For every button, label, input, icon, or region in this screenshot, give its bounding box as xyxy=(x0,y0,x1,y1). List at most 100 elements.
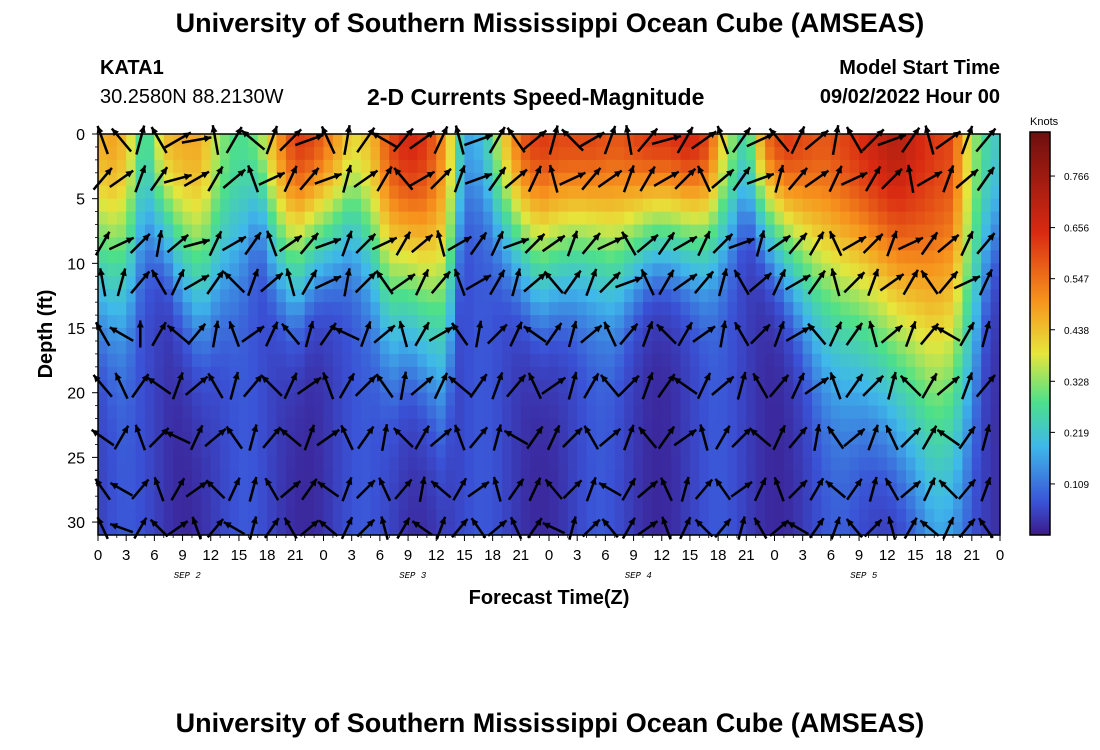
heatmap-cell xyxy=(887,250,898,264)
heatmap-cell xyxy=(229,159,240,174)
heatmap-cell xyxy=(408,418,419,433)
heatmap-cell xyxy=(248,211,259,226)
heatmap-cell xyxy=(586,353,597,368)
heatmap-cell xyxy=(934,172,945,187)
heatmap-cell xyxy=(577,146,588,161)
heatmap-cell xyxy=(173,211,184,226)
heatmap-cell xyxy=(351,509,362,523)
heatmap-cell xyxy=(896,353,907,368)
heatmap-cell xyxy=(370,302,381,316)
heatmap-cell xyxy=(708,172,719,187)
heatmap-cell xyxy=(163,418,174,433)
heatmap-cell xyxy=(680,509,691,523)
heatmap-cell xyxy=(220,172,231,187)
heatmap-cell xyxy=(727,328,738,342)
current-vector xyxy=(393,167,414,191)
heatmap-cell xyxy=(426,328,437,342)
heatmap-cell xyxy=(718,496,729,510)
heatmap-cell xyxy=(755,418,766,433)
heatmap-cell xyxy=(614,496,625,510)
heatmap-cell xyxy=(389,353,400,368)
heatmap-cell xyxy=(379,470,390,484)
heatmap-cell xyxy=(783,172,794,187)
heatmap-cell xyxy=(595,185,606,200)
heatmap-cell xyxy=(830,185,841,200)
current-vector xyxy=(559,171,586,186)
heatmap-cell xyxy=(577,470,588,484)
heatmap-cell xyxy=(793,366,804,381)
heatmap-cell xyxy=(877,276,888,290)
current-vector xyxy=(862,374,885,397)
heatmap-cell xyxy=(877,366,888,381)
current-vector xyxy=(299,519,320,537)
current-vector xyxy=(301,269,318,296)
colorbar-tick-label: 0.219 xyxy=(1064,428,1089,439)
heatmap-cell xyxy=(379,405,390,420)
heatmap-cell xyxy=(746,289,757,303)
heatmap-cell xyxy=(624,457,635,471)
heatmap-cell xyxy=(408,263,419,277)
heatmap-cell xyxy=(445,431,456,446)
current-vector xyxy=(187,322,207,346)
heatmap-cell xyxy=(473,353,484,368)
heatmap-cell xyxy=(868,353,879,368)
heatmap-cell xyxy=(689,496,700,510)
heatmap-cell xyxy=(107,302,118,316)
heatmap-cell xyxy=(492,405,503,420)
heatmap-cell xyxy=(708,418,719,433)
heatmap-cell xyxy=(549,315,559,329)
heatmap-cell xyxy=(342,496,353,510)
current-vector xyxy=(487,519,508,537)
heatmap-cell xyxy=(408,159,419,174)
heatmap-cell xyxy=(708,224,719,239)
heatmap-cell xyxy=(962,340,973,355)
heatmap-cell xyxy=(520,418,531,433)
current-vector xyxy=(717,268,729,297)
heatmap-cell xyxy=(276,224,287,239)
current-vector xyxy=(356,425,375,450)
heatmap-cell xyxy=(530,302,541,316)
current-vector xyxy=(623,424,635,451)
heatmap-cell xyxy=(511,353,522,368)
heatmap-cell xyxy=(887,315,898,329)
current-vector xyxy=(165,430,191,445)
heatmap-cell xyxy=(577,302,588,316)
heatmap-cell xyxy=(285,185,296,200)
heatmap-cell xyxy=(595,431,606,446)
heatmap-cell xyxy=(201,405,212,420)
heatmap-cell xyxy=(238,159,249,174)
heatmap-cell xyxy=(774,444,785,458)
heatmap-cell xyxy=(464,172,475,187)
heatmap-cell xyxy=(812,392,823,407)
current-vector xyxy=(935,326,961,342)
heatmap-cell xyxy=(98,392,108,407)
heatmap-cell xyxy=(361,353,372,368)
heatmap-cell xyxy=(342,405,353,420)
heatmap-cell xyxy=(210,470,221,484)
heatmap-cell xyxy=(483,134,494,148)
heatmap-cell xyxy=(332,198,343,213)
heatmap-cell xyxy=(408,392,419,407)
heatmap-cell xyxy=(445,302,456,316)
heatmap-cell xyxy=(483,522,494,536)
heatmap-cell xyxy=(934,457,945,471)
current-vector xyxy=(900,427,922,448)
heatmap-cell xyxy=(877,237,888,252)
heatmap-cell xyxy=(586,198,597,213)
heatmap-cell xyxy=(257,198,268,213)
heatmap-cell xyxy=(727,198,738,213)
heatmap-cell xyxy=(567,289,578,303)
heatmap-cell xyxy=(558,457,569,471)
heatmap-cell xyxy=(971,134,982,148)
current-vector xyxy=(753,477,767,502)
heatmap-cell xyxy=(755,457,766,471)
heatmap-cell xyxy=(953,185,964,200)
heatmap-cell xyxy=(370,198,381,213)
heatmap-cell xyxy=(849,509,860,523)
heatmap-cell xyxy=(163,276,174,290)
heatmap-cell xyxy=(417,263,428,277)
current-vector xyxy=(958,425,976,450)
current-vector xyxy=(981,424,991,451)
heatmap-cell xyxy=(718,198,729,213)
heatmap-cell xyxy=(859,185,870,200)
